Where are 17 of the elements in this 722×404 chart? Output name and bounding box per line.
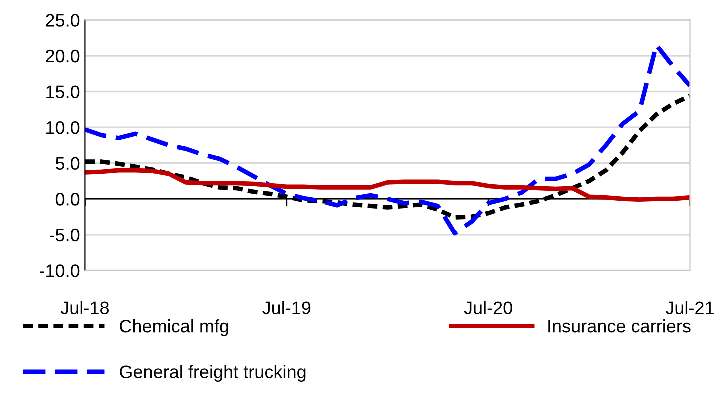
y-tick-label: 25.0 — [46, 14, 80, 27]
x-tick-label: Jul-21 — [666, 301, 714, 314]
y-tick-label: 0.0 — [56, 193, 80, 206]
y-tick-label: -10.0 — [40, 264, 80, 278]
line-series — [85, 168, 690, 202]
line-series — [85, 43, 690, 236]
x-tick-label: Jul-20 — [464, 301, 512, 314]
y-tick-label: 10.0 — [46, 121, 80, 134]
x-tick-label: Jul-18 — [60, 301, 109, 314]
y-tick-label: 5.0 — [56, 157, 80, 170]
y-tick-label: 15.0 — [46, 86, 80, 98]
y-tick-label: -5.0 — [50, 228, 80, 242]
legend-label: Insurance carriers — [548, 319, 691, 333]
legend-label: Chemical mfg — [120, 319, 228, 336]
legend-label: General freight trucking — [120, 365, 306, 382]
y-tick-label: 20.0 — [46, 50, 80, 63]
x-tick-label: Jul-19 — [262, 301, 311, 314]
